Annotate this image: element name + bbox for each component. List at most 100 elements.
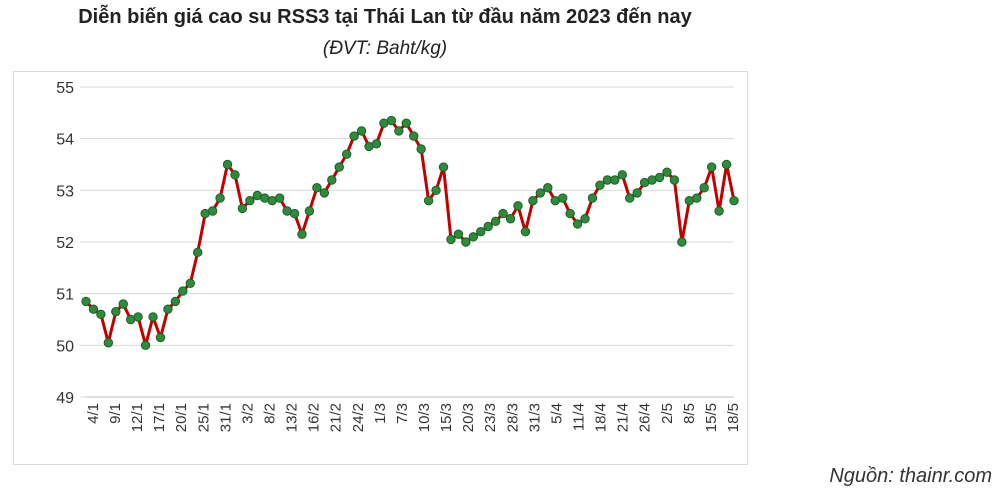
x-tick-label: 10/3 [416, 403, 433, 432]
data-point [572, 219, 583, 229]
data-point [133, 312, 143, 322]
data-point [178, 286, 188, 296]
x-axis-ticks: 4/1 9/1 12/1 17/1 20/1 25/1 31/1 3/2 8/2 13/2 16/2… [85, 403, 742, 432]
data-point [669, 175, 680, 185]
data-point [483, 221, 493, 232]
x-tick-label: 9/1 [107, 403, 124, 424]
data-point [617, 170, 627, 180]
data-point [595, 180, 605, 190]
x-tick-label: 21/4 [615, 403, 632, 432]
x-tick-label: 17/1 [151, 403, 168, 432]
y-tick-label: 54 [56, 132, 74, 149]
x-tick-label: 3/2 [239, 403, 256, 424]
data-point [170, 296, 181, 307]
x-tick-label: 1/3 [372, 403, 389, 424]
data-point [237, 203, 248, 214]
chart-subtitle: (ĐVT: Baht/kg) [322, 38, 448, 59]
x-tick-label: 25/1 [195, 403, 212, 432]
data-point [148, 312, 158, 322]
chart-title: Diễn biến giá cao su RSS3 tại Thái Lan t… [78, 6, 692, 28]
data-point [721, 159, 732, 170]
data-point [416, 144, 426, 154]
data-point [245, 195, 255, 206]
data-point [193, 247, 203, 258]
x-tick-label: 7/3 [394, 403, 411, 424]
data-point [505, 214, 516, 224]
data-point [438, 162, 449, 172]
data-point [155, 332, 166, 343]
data-point [528, 195, 538, 206]
data-point [453, 229, 464, 239]
data-point [699, 183, 709, 193]
data-point [289, 208, 300, 219]
data-point [327, 175, 337, 185]
data-point [580, 214, 590, 224]
data-point [230, 170, 240, 180]
data-point [297, 229, 307, 239]
x-tick-label: 2/5 [659, 403, 676, 424]
data-point [423, 195, 434, 206]
data-point [163, 304, 173, 314]
x-tick-label: 5/4 [548, 403, 565, 424]
x-tick-label: 31/1 [217, 403, 234, 432]
data-point [111, 307, 121, 317]
data-point [498, 208, 508, 219]
x-tick-label: 12/1 [129, 403, 146, 432]
data-point [304, 206, 315, 216]
data-point [96, 309, 106, 320]
source-note: Nguồn: thainr.com [829, 465, 992, 487]
data-point [654, 172, 665, 183]
data-point [662, 167, 672, 177]
data-point [401, 118, 411, 128]
data-point [565, 208, 575, 219]
y-axis-ticks: 49 50 51 52 53 54 55 [56, 80, 74, 407]
x-tick-label: 26/4 [637, 403, 654, 432]
gridlines [80, 86, 734, 398]
y-tick-label: 55 [56, 80, 74, 97]
data-point [140, 340, 151, 351]
data-point [215, 193, 225, 203]
data-point [557, 193, 568, 203]
data-point [632, 188, 642, 198]
data-point [476, 226, 486, 237]
data-point [706, 162, 717, 172]
data-point [446, 234, 456, 245]
data-point [543, 183, 553, 193]
data-point [371, 139, 382, 149]
data-point [409, 131, 419, 141]
data-point [461, 237, 471, 247]
y-tick-label: 52 [56, 235, 74, 252]
data-point [312, 183, 322, 193]
data-point [520, 226, 531, 237]
data-point [118, 299, 128, 309]
data-point [692, 193, 702, 203]
data-point [535, 188, 546, 198]
data-point [677, 237, 687, 247]
y-tick-label: 50 [56, 338, 74, 355]
data-point [349, 131, 359, 141]
y-tick-label: 51 [56, 287, 74, 304]
data-point [185, 278, 195, 289]
data-point [334, 162, 344, 172]
data-point [625, 193, 635, 203]
data-point [103, 338, 114, 348]
x-tick-label: 18/5 [725, 403, 742, 432]
data-point [587, 193, 598, 203]
data-point [490, 216, 501, 227]
x-tick-label: 24/2 [350, 403, 367, 432]
data-point [81, 296, 91, 307]
x-tick-label: 15/5 [703, 403, 720, 432]
series-markers [81, 115, 739, 351]
data-point [356, 126, 367, 136]
x-tick-label: 11/4 [570, 403, 587, 431]
series-line [84, 119, 736, 347]
x-tick-label: 21/2 [328, 403, 345, 432]
x-tick-label: 16/2 [306, 403, 323, 432]
x-tick-label: 4/1 [85, 403, 102, 424]
x-tick-label: 18/4 [593, 403, 610, 432]
data-point [513, 201, 523, 211]
series-line-group [84, 119, 736, 347]
x-tick-label: 8/5 [681, 403, 698, 424]
x-tick-label: 20/1 [173, 403, 190, 432]
x-tick-label: 28/3 [504, 403, 521, 432]
